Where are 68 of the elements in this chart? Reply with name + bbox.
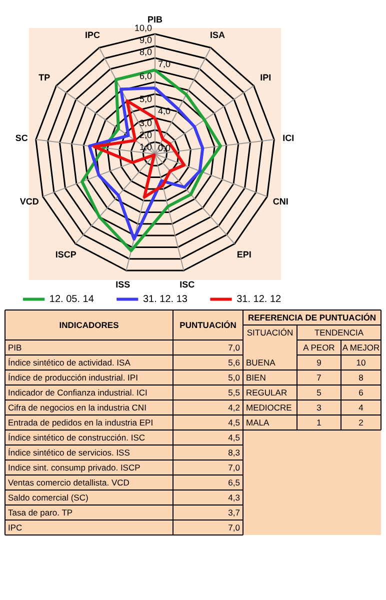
- text: Indice sint. consump privado. ISCP: [8, 462, 141, 472]
- spoke-label: ISC: [180, 279, 196, 290]
- text: Cifra de negocios en la industria CNI: [8, 402, 146, 412]
- text: 4,5: [228, 432, 240, 442]
- text: 4,3: [228, 492, 240, 502]
- text: 2: [358, 418, 364, 428]
- text: 5,0: [228, 372, 240, 382]
- spoke-label: PIB: [147, 14, 163, 25]
- text: 4,5: [228, 418, 240, 428]
- spoke-label: IPI: [260, 72, 272, 83]
- text: 7,0: [228, 522, 240, 532]
- text: REGULAR: [246, 388, 288, 398]
- spoke-label: EPI: [236, 250, 252, 260]
- text: MEDIOCRE: [246, 402, 292, 412]
- legend-label: 31. 12. 13: [143, 294, 188, 306]
- spoke-label: IPC: [85, 30, 101, 40]
- text: REFERENCIA DE PUNTUACIÓN: [248, 312, 376, 322]
- text: 9: [316, 358, 322, 368]
- text: 7,0: [228, 462, 240, 472]
- text: 7: [316, 372, 322, 382]
- text: 3: [316, 402, 322, 412]
- spoke-label: SC: [15, 132, 28, 143]
- y-tick-label: 2,0: [139, 130, 152, 140]
- text: Índice sintético de construcción. ISC: [8, 432, 146, 442]
- text: 5,5: [228, 388, 240, 398]
- spoke-label: ISCP: [55, 250, 76, 260]
- spoke-label: CNI: [272, 196, 288, 207]
- text: A MEJOR: [342, 342, 380, 352]
- text: 5,6: [228, 358, 240, 368]
- text: Tasa de paro. TP: [8, 508, 73, 518]
- spoke-label: ISS: [116, 279, 130, 290]
- text: TENDENCIA: [314, 328, 364, 338]
- text: PIB: [8, 342, 22, 352]
- text: Entrada de pedidos en la industria EPI: [8, 418, 154, 428]
- text: 4: [358, 402, 364, 412]
- text: A PEOR: [303, 342, 335, 352]
- text: 10: [356, 358, 366, 368]
- text: PUNTUACIÓN: [180, 320, 236, 330]
- text: 4,2: [228, 402, 240, 412]
- text: BIEN: [246, 372, 266, 382]
- text: INDICADORES: [59, 320, 120, 330]
- spoke-label: ICI: [282, 132, 294, 143]
- text: 6,5: [228, 478, 240, 488]
- text: SITUACIÓN: [246, 328, 294, 338]
- text: IPC: [8, 522, 22, 532]
- text: 8,3: [228, 448, 240, 458]
- text: 3,7: [228, 508, 240, 518]
- text: Indicador de Confianza industrial. ICI: [8, 388, 148, 398]
- text: Índice sintético de actividad. ISA: [8, 358, 131, 368]
- text: 6: [358, 388, 364, 398]
- text: BUENA: [246, 358, 276, 368]
- text: MALA: [246, 418, 270, 428]
- y-tick-label: 10,0: [134, 23, 152, 33]
- legend-label: 31. 12. 12: [236, 294, 282, 306]
- text: Índice de producción industrial. IPI: [8, 372, 138, 382]
- spoke-label: VCD: [20, 196, 40, 207]
- text: 5: [316, 388, 322, 398]
- y-tick-label: 6,0: [139, 71, 152, 81]
- legend-label: 12. 05. 14: [49, 294, 94, 306]
- spoke-label: ISA: [210, 30, 226, 40]
- text: Índice sintético de servicios. ISS: [8, 448, 130, 458]
- text: 7,0: [228, 342, 240, 352]
- text: 1: [316, 418, 322, 428]
- spoke-label: TP: [38, 72, 50, 83]
- text: Ventas comercio detallista. VCD: [8, 478, 130, 488]
- text: 8: [358, 372, 364, 382]
- y-tick-label: 0,0: [158, 143, 171, 153]
- text: Saldo comercial (SC): [8, 492, 88, 502]
